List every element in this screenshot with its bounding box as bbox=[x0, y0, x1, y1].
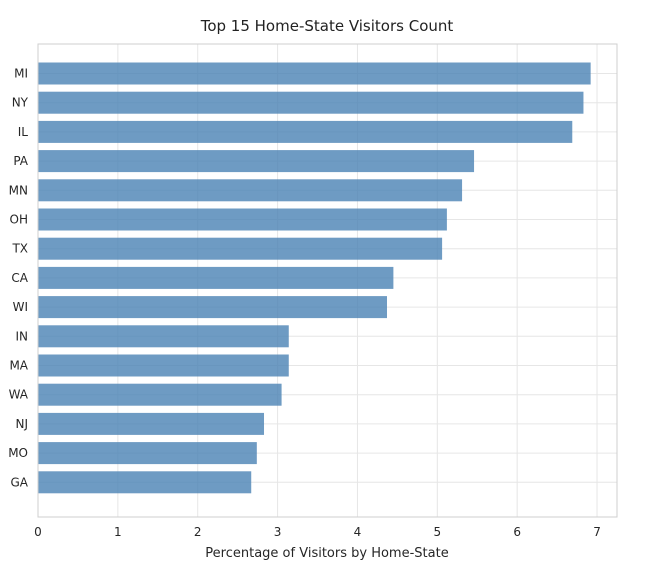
x-axis-label: Percentage of Visitors by Home-State bbox=[205, 546, 448, 561]
y-tick-label-wa: WA bbox=[9, 388, 29, 402]
chart-title: Top 15 Home-State Visitors Count bbox=[200, 17, 454, 35]
y-tick-label-il: IL bbox=[18, 125, 29, 139]
x-tick-label-6: 6 bbox=[513, 525, 521, 539]
x-tick-label-4: 4 bbox=[354, 525, 362, 539]
x-tick-label-5: 5 bbox=[433, 525, 441, 539]
bar-oh bbox=[38, 208, 447, 231]
bar-ma bbox=[38, 354, 289, 377]
y-tick-label-wi: WI bbox=[13, 300, 28, 314]
y-tick-label-oh: OH bbox=[10, 213, 28, 227]
y-tick-label-ma: MA bbox=[9, 359, 28, 373]
bar-mn bbox=[38, 179, 463, 202]
plot-area bbox=[37, 43, 618, 518]
y-tick-label-pa: PA bbox=[13, 154, 28, 168]
x-tick-label-1: 1 bbox=[114, 525, 122, 539]
bar-ny bbox=[38, 91, 584, 114]
y-tick-labels: MI NY IL PA MN OH TX CA WI IN MA WA NJ MO GA bbox=[8, 67, 29, 490]
bar-pa bbox=[38, 150, 475, 173]
y-tick-label-tx: TX bbox=[11, 242, 28, 256]
bar-mi bbox=[38, 62, 591, 85]
bar-wi bbox=[38, 296, 387, 319]
y-tick-label-mn: MN bbox=[9, 183, 28, 197]
y-tick-label-nj: NJ bbox=[15, 417, 28, 431]
bar-nj bbox=[38, 412, 265, 435]
y-tick-label-ca: CA bbox=[11, 271, 28, 285]
y-tick-label-in: IN bbox=[15, 329, 28, 343]
bar-ga bbox=[38, 471, 252, 494]
y-tick-label-ny: NY bbox=[12, 96, 29, 110]
bar-mo bbox=[38, 442, 257, 465]
x-tick-labels: 0 1 2 3 4 5 6 7 bbox=[34, 525, 601, 539]
x-tick-label-7: 7 bbox=[593, 525, 601, 539]
bar-in bbox=[38, 325, 289, 348]
y-tick-label-mo: MO bbox=[8, 446, 28, 460]
x-tick-label-3: 3 bbox=[274, 525, 282, 539]
bar-wa bbox=[38, 383, 282, 406]
y-tick-label-ga: GA bbox=[10, 475, 28, 489]
y-tick-label-mi: MI bbox=[14, 67, 28, 81]
bar-tx bbox=[38, 237, 443, 260]
x-tick-label-0: 0 bbox=[34, 525, 42, 539]
bar-ca bbox=[38, 266, 394, 289]
bars bbox=[38, 62, 591, 494]
bar-il bbox=[38, 120, 573, 143]
x-tick-label-2: 2 bbox=[194, 525, 202, 539]
